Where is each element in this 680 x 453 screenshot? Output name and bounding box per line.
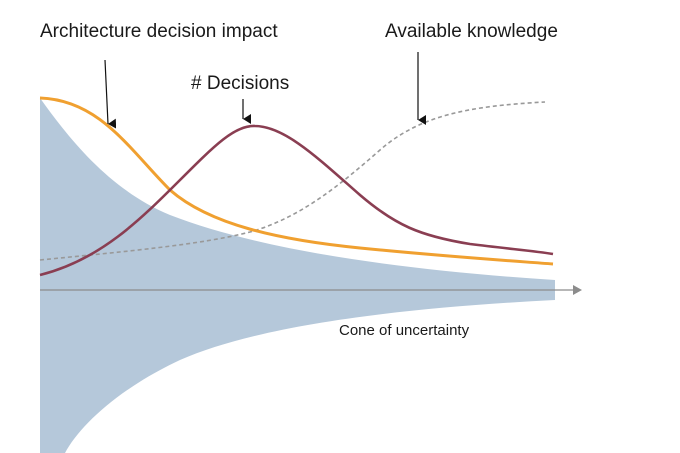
decisions-curve (39, 124, 554, 277)
arrow-down-icon (104, 59, 117, 129)
cone-shape (40, 98, 555, 453)
architecture-decision-impact-label: Architecture decision impact (40, 21, 278, 42)
available-knowledge-curve (39, 101, 546, 261)
architecture-decision-impact-curve (39, 96, 554, 266)
available-knowledge-label: Available knowledge (385, 21, 558, 42)
cone-of-uncertainty-label: Cone of uncertainty (339, 322, 470, 339)
decisions-label: # Decisions (191, 73, 290, 94)
arrow-right-icon (573, 285, 582, 295)
